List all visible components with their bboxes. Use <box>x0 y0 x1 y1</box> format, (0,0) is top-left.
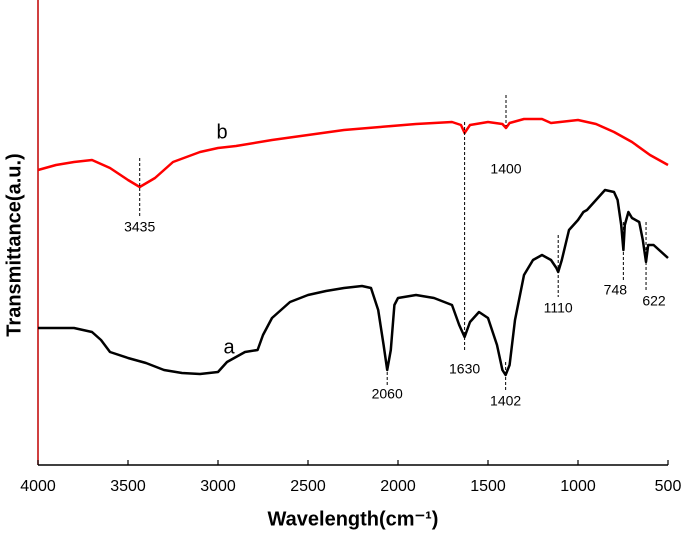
x-axis-title: Wavelength(cm⁻¹) <box>268 508 439 530</box>
series-label: b <box>216 121 227 143</box>
series-line <box>37 117 669 189</box>
peak-label: 622 <box>642 293 666 309</box>
peak-label: 1402 <box>490 393 521 409</box>
x-tick-label: 2000 <box>380 478 416 495</box>
x-tick-label: 4000 <box>20 478 56 495</box>
x-tick-label: 3000 <box>200 478 236 495</box>
x-tick-label: 500 <box>655 478 682 495</box>
x-tick-label: 3500 <box>110 478 146 495</box>
peak-label: 1110 <box>544 300 573 316</box>
series-label: a <box>223 336 235 358</box>
peak-label: 2060 <box>372 386 403 402</box>
peak-label: 748 <box>604 282 628 298</box>
x-tick-label: 2500 <box>290 478 326 495</box>
peak-label: 1400 <box>490 161 521 177</box>
x-tick-label: 1000 <box>560 478 596 495</box>
x-tick-label: 1500 <box>470 478 506 495</box>
peak-label: 1630 <box>449 361 480 377</box>
series-line <box>38 188 669 377</box>
peak-label: 3435 <box>124 219 155 235</box>
y-axis-title: Transmittance(a.u.) <box>3 153 25 336</box>
